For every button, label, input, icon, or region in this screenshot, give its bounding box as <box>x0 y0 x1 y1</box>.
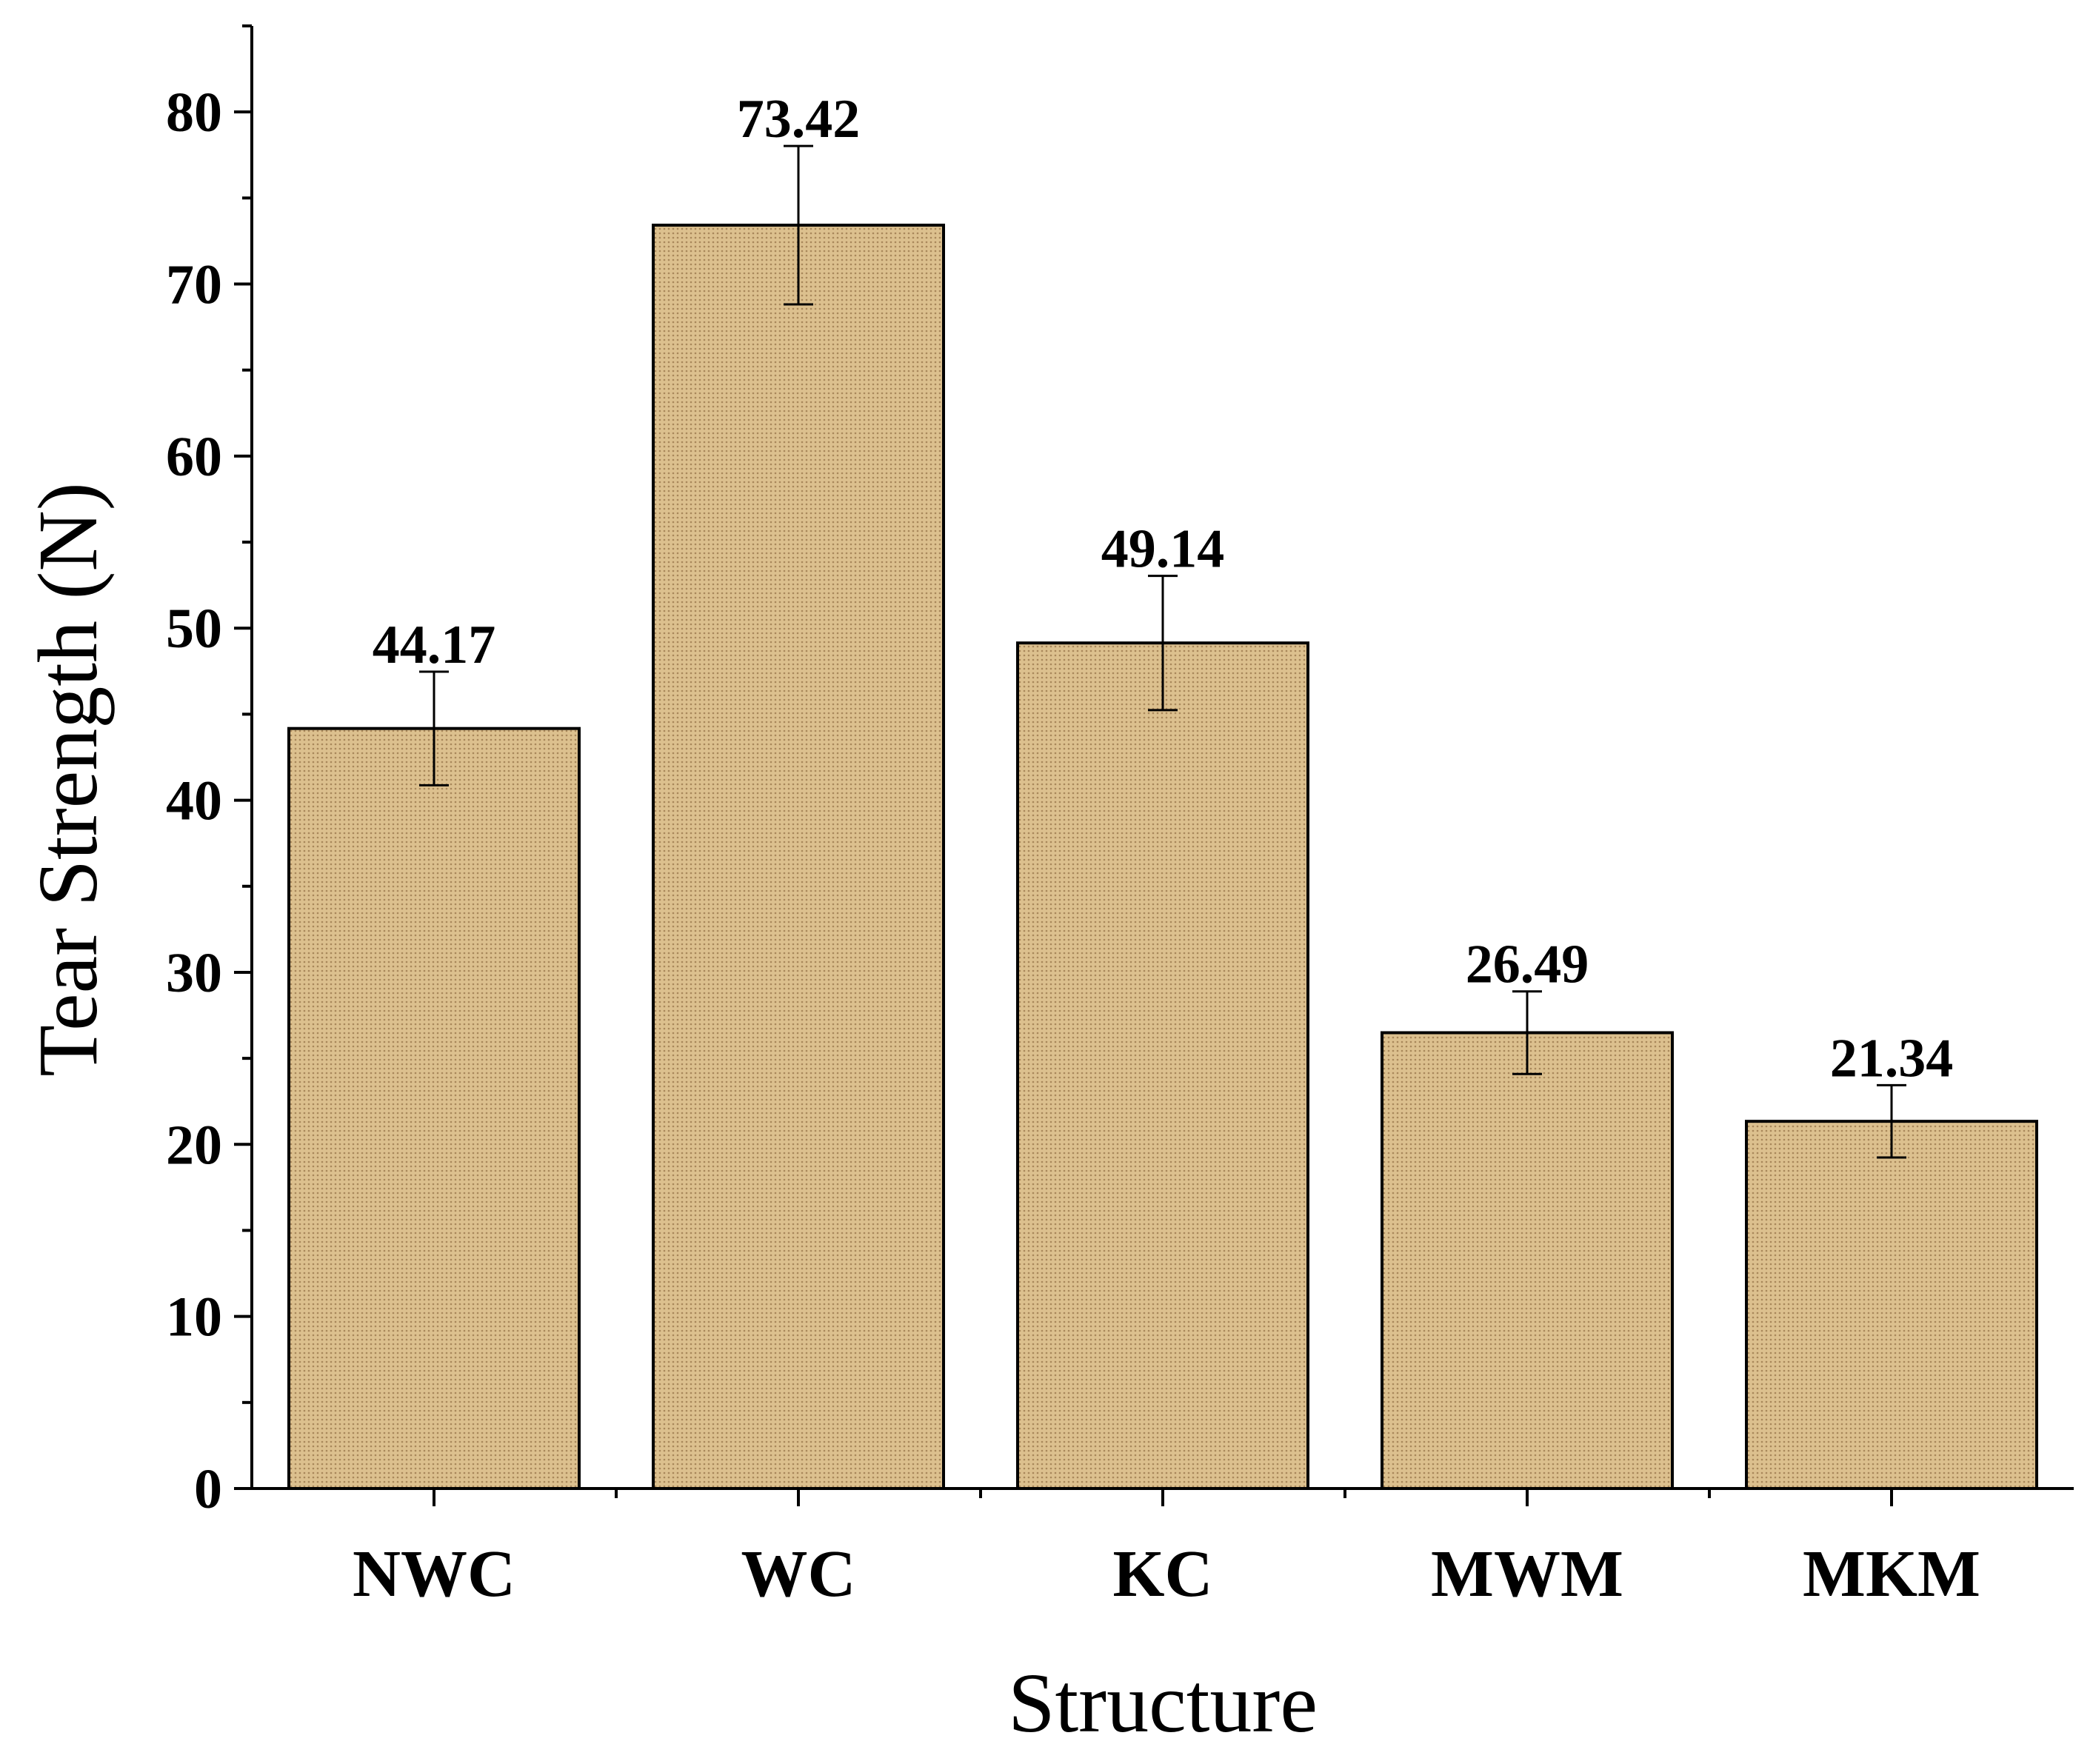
x-category-label: MKM <box>1803 1537 1980 1611</box>
error-bars-layer <box>419 144 1906 1159</box>
y-tick-label: 60 <box>166 426 222 488</box>
y-tick-label: 10 <box>166 1286 222 1349</box>
x-axis-title: Structure <box>1008 1656 1318 1750</box>
y-tick-label: 40 <box>166 770 222 832</box>
bar-mwm <box>1381 1031 1674 1490</box>
data-label-kc: 49.14 <box>1101 519 1225 580</box>
error-bar-kc <box>1148 575 1178 712</box>
x-category-label: MWM <box>1431 1537 1623 1611</box>
y-tick-label: 0 <box>194 1458 222 1520</box>
x-category-label: NWC <box>353 1537 515 1611</box>
data-label-nwc: 44.17 <box>373 615 496 675</box>
bar-wc <box>652 224 945 1490</box>
x-category-label: WC <box>741 1537 856 1611</box>
data-label-mwm: 26.49 <box>1466 935 1589 995</box>
y-tick-label: 50 <box>166 598 222 660</box>
bar-nwc <box>287 726 581 1491</box>
y-ticks-layer: 0 10 20 30 40 50 60 70 80 <box>166 24 252 1520</box>
y-tick-label: 80 <box>166 81 222 144</box>
bar-mkm <box>1745 1120 2038 1490</box>
y-tick-label: 30 <box>166 942 222 1004</box>
error-bar-nwc <box>419 670 449 786</box>
bars-layer <box>287 224 2038 1491</box>
error-bar-mwm <box>1512 990 1542 1075</box>
data-labels-layer: 44.17 73.42 49.14 26.49 21.34 <box>373 89 1954 1089</box>
data-label-mkm: 21.34 <box>1830 1028 1954 1089</box>
bar-kc <box>1016 641 1309 1490</box>
y-axis-title: Tear Strength (N) <box>21 482 115 1076</box>
x-category-label: KC <box>1113 1537 1213 1611</box>
error-bar-wc <box>784 144 813 306</box>
data-label-wc: 73.42 <box>737 89 861 150</box>
x-ticks-layer: NWC WC KC MWM MKM <box>353 1489 1980 1611</box>
y-tick-label: 20 <box>166 1114 222 1176</box>
y-tick-label: 70 <box>166 254 222 316</box>
error-bar-mkm <box>1877 1083 1906 1159</box>
